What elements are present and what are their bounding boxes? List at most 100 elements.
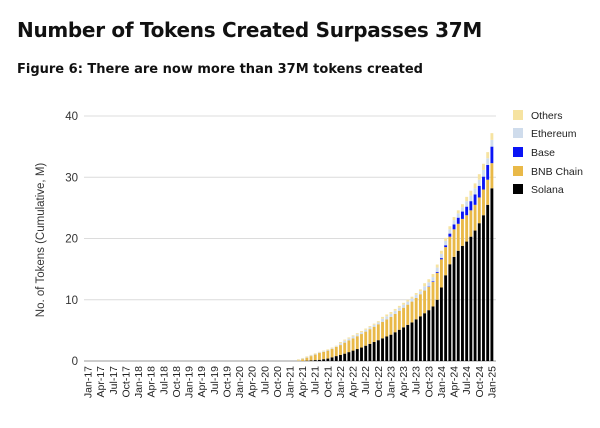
bar-solana-Mar-23: [397, 329, 401, 361]
bar-bnb-chain-Dec-24: [486, 179, 490, 205]
bar-solana-Dec-23: [435, 299, 439, 361]
legend-label-solana: Solana: [531, 184, 564, 196]
bar-base-Mar-24: [448, 233, 452, 237]
bar-solana-Jan-25: [490, 188, 494, 361]
bar-bnb-chain-Apr-23: [402, 307, 405, 328]
bar-bnb-chain-May-21: [305, 357, 309, 361]
bar-others-May-23: [406, 299, 410, 302]
x-tick-label: Oct-19: [221, 366, 233, 398]
bar-solana-Nov-23: [431, 306, 435, 361]
x-tick-label: Oct-21: [322, 366, 334, 398]
bar-bnb-chain-Sep-23: [423, 290, 427, 314]
bar-others-Jan-25: [490, 133, 494, 140]
bar-others-May-24: [456, 210, 460, 214]
y-tick-label: 30: [65, 172, 78, 184]
bar-solana-Oct-21: [326, 358, 330, 361]
bar-ethereum-May-24: [456, 213, 460, 218]
x-tick-label: Jan-24: [436, 366, 448, 398]
y-axis-label: No. of Tokens (Cumulative, M): [35, 163, 47, 318]
bar-bnb-chain-Jan-23: [389, 316, 393, 335]
bar-solana-May-22: [355, 349, 359, 361]
bar-others-Dec-22: [385, 314, 389, 317]
legend-label-bnb-chain: BNB Chain: [531, 166, 583, 178]
bar-bnb-chain-Feb-24: [444, 247, 448, 276]
bar-base-Dec-24: [486, 165, 490, 180]
bar-bnb-chain-Aug-24: [469, 210, 473, 237]
legend-swatch-base: [513, 147, 523, 157]
bar-others-Feb-22: [343, 339, 347, 341]
bar-ethereum-Apr-22: [351, 336, 355, 339]
bar-base-Jun-24: [461, 211, 464, 219]
bar-bnb-chain-Feb-23: [393, 313, 397, 333]
bar-solana-Jan-23: [389, 334, 393, 361]
bar-ethereum-Feb-23: [393, 310, 397, 314]
bar-bnb-chain-Jun-22: [360, 334, 363, 348]
bar-ethereum-Mar-21: [296, 359, 300, 361]
x-tick-label: Oct-22: [373, 366, 385, 398]
bar-others-Dec-24: [486, 152, 490, 159]
bar-ethereum-Nov-24: [482, 169, 485, 177]
legend-swatch-solana: [513, 184, 523, 194]
x-tick-label: Jul-19: [209, 366, 221, 395]
bar-others-Jul-21: [313, 353, 317, 354]
bar-solana-Dec-24: [486, 204, 490, 361]
legend-label-others: Others: [531, 110, 563, 122]
bar-solana-Jul-22: [364, 345, 368, 361]
bar-ethereum-Aug-21: [318, 352, 321, 354]
x-tick-label: Apr-19: [196, 366, 208, 398]
bar-others-Dec-23: [435, 264, 439, 268]
bar-ethereum-Oct-22: [376, 322, 380, 325]
bar-bnb-chain-Jul-21: [313, 354, 317, 361]
bar-solana-Dec-22: [385, 336, 389, 361]
bar-bnb-chain-May-22: [355, 336, 359, 350]
bar-bnb-chain-Nov-22: [381, 321, 384, 339]
bar-solana-Sep-21: [322, 359, 326, 361]
x-tick-label: Apr-24: [449, 366, 461, 398]
bar-bnb-chain-Mar-21: [296, 360, 300, 361]
bar-ethereum-Jul-21: [313, 353, 317, 355]
bar-solana-Apr-23: [402, 327, 405, 361]
legend-swatch-others: [513, 110, 523, 120]
bar-ethereum-Jul-24: [465, 201, 469, 207]
bar-ethereum-Mar-24: [448, 229, 452, 234]
bar-bnb-chain-Jan-25: [490, 163, 494, 189]
bar-others-Sep-23: [423, 283, 427, 287]
bar-others-Jun-24: [461, 204, 464, 208]
x-tick-label: Apr-21: [297, 366, 309, 398]
x-tick-label: Jan-23: [385, 366, 397, 398]
bar-solana-Oct-23: [427, 310, 431, 361]
bar-solana-Mar-22: [347, 352, 351, 361]
x-tick-label: Jul-17: [108, 366, 120, 395]
bar-bnb-chain-Jul-24: [465, 215, 469, 242]
x-tick-label: Apr-20: [247, 366, 259, 398]
x-tick-label: Apr-18: [146, 366, 158, 398]
x-tick-label: Jan-25: [486, 366, 498, 398]
bar-base-Aug-24: [469, 201, 473, 211]
x-tick-label: Apr-23: [398, 366, 410, 398]
bar-ethereum-Sep-22: [372, 324, 376, 327]
bar-bnb-chain-Oct-23: [427, 286, 431, 311]
bar-solana-Nov-22: [381, 338, 384, 361]
bar-others-Jun-23: [410, 296, 414, 299]
bar-solana-Sep-22: [372, 342, 376, 361]
bar-solana-Jun-24: [461, 245, 464, 361]
bar-others-Dec-21: [334, 345, 338, 347]
bar-bnb-chain-Aug-22: [368, 329, 372, 344]
bar-solana-Jul-23: [414, 319, 418, 361]
bar-others-Mar-22: [347, 337, 351, 339]
bar-others-May-22: [355, 333, 359, 335]
bar-others-Oct-22: [376, 321, 380, 323]
legend-swatch-ethereum: [513, 128, 523, 138]
bar-others-Apr-22: [351, 335, 355, 337]
bar-bnb-chain-Jan-22: [339, 345, 342, 355]
y-tick-label: 0: [72, 356, 78, 368]
bar-ethereum-May-22: [355, 334, 359, 337]
bar-bnb-chain-Oct-22: [376, 324, 380, 341]
bar-base-Oct-24: [477, 185, 481, 198]
x-tick-label: Jul-21: [310, 366, 322, 395]
legend-label-base: Base: [531, 147, 555, 159]
bar-others-Sep-21: [322, 350, 326, 352]
bar-ethereum-Mar-23: [397, 307, 401, 311]
bar-bnb-chain-May-24: [456, 223, 460, 251]
